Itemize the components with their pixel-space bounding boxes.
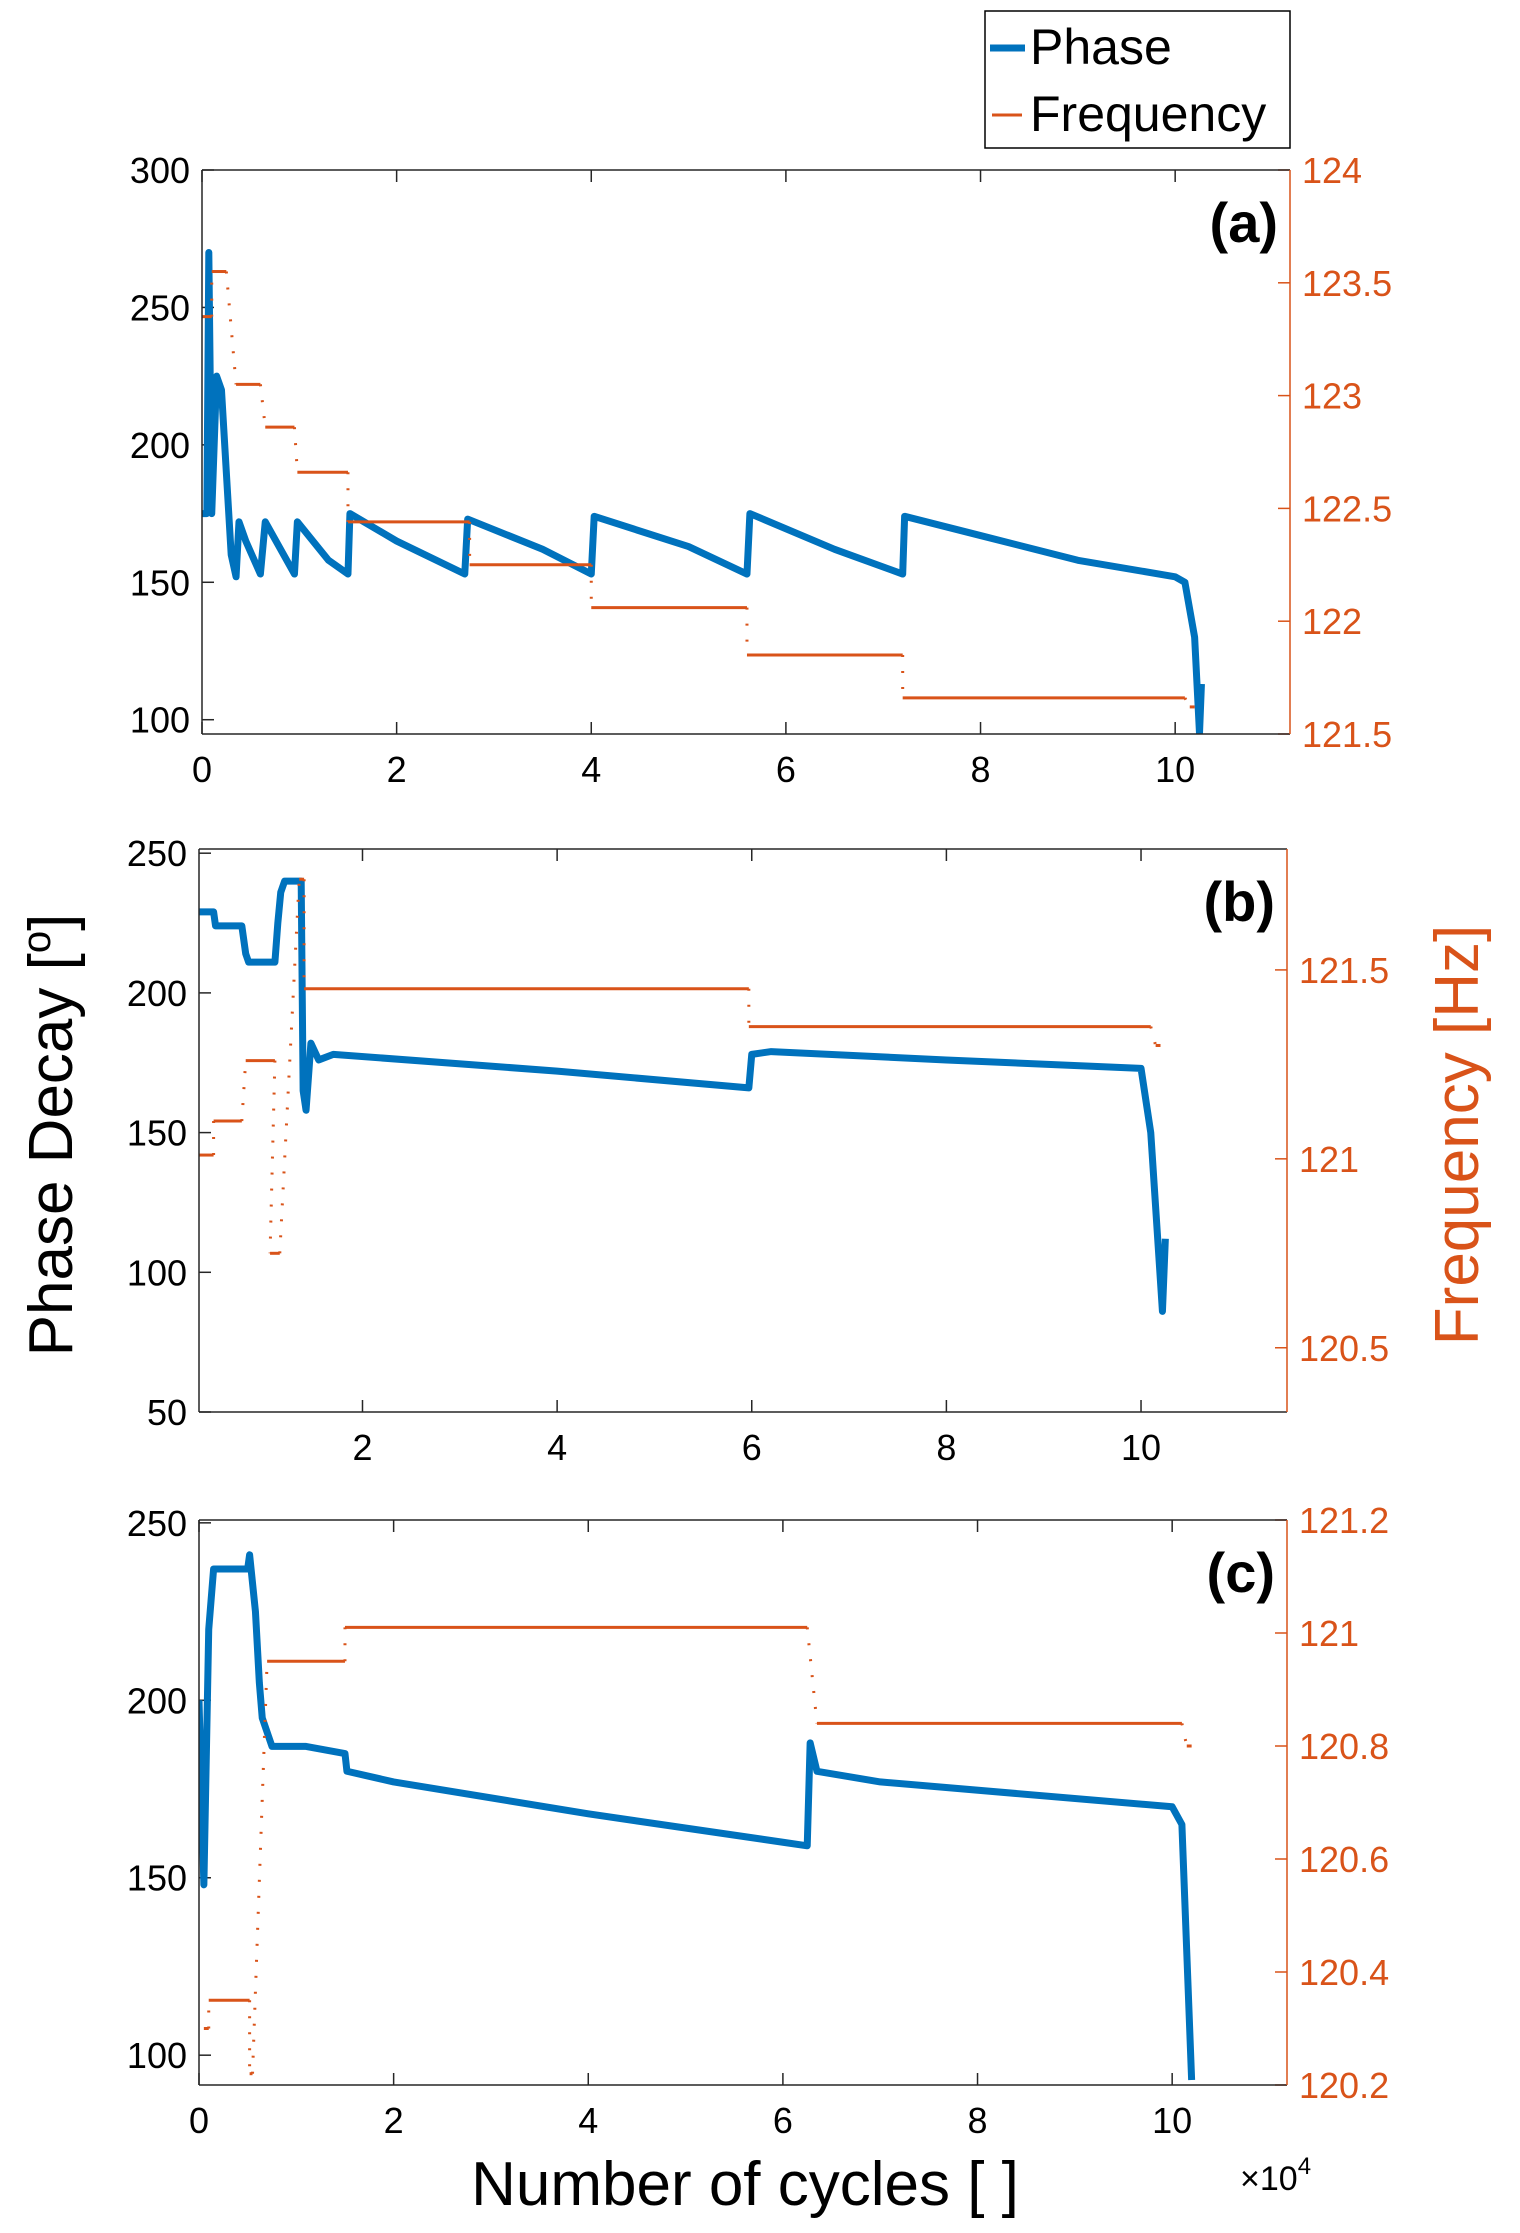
x-axis-multiplier: ×104 (1240, 2153, 1311, 2198)
phase-series-line (199, 1551, 1196, 2081)
y-tick-label: 100 (127, 2035, 187, 2076)
panel-c: 0 2 4 6 8 10 100 150 200 250 120.2 120.4 120.6 120.8 1… (127, 1500, 1389, 2141)
x-multiplier-base: ×10 (1240, 2160, 1298, 2198)
y-tick-label: 100 (127, 1252, 187, 1293)
y-tick-label: 200 (127, 973, 187, 1014)
frequency-transition (1149, 1026, 1158, 1046)
panel-b: 2 4 6 8 10 50 100 150 200 250 120.5 121 121.5 (b) (127, 833, 1389, 1468)
legend-phase-label: Phase (1030, 19, 1172, 75)
y-tick-label: 250 (127, 1503, 187, 1544)
x-tick-label: 2 (352, 1427, 372, 1468)
x-multiplier-exponent: 4 (1298, 2153, 1311, 2180)
x-tick-label: 0 (192, 749, 212, 790)
x-tick-label: 4 (578, 2100, 598, 2141)
plot-area (202, 170, 1290, 734)
y-right-tick-label: 120.2 (1299, 2065, 1389, 2106)
y-tick-label: 150 (127, 1858, 187, 1899)
panel-label: (b) (1203, 870, 1275, 933)
y-tick-label: 200 (127, 1680, 187, 1721)
x-tick-label: 8 (936, 1427, 956, 1468)
y-right-tick-label: 122 (1302, 601, 1362, 642)
y-right-tick-label: 123.5 (1302, 263, 1392, 304)
x-tick-label: 10 (1121, 1427, 1161, 1468)
y-tick-label: 100 (130, 700, 190, 741)
frequency-transition (1183, 697, 1192, 708)
x-tick-label: 8 (968, 2100, 988, 2141)
y-right-tick-label: 122.5 (1302, 488, 1392, 529)
x-tick-label: 2 (384, 2100, 404, 2141)
legend-box (984, 10, 1291, 149)
series-group (199, 877, 1169, 1315)
legend: Phase Frequency (984, 10, 1291, 149)
series-group (199, 1551, 1196, 2081)
y-right-tick-label: 120.4 (1299, 1952, 1389, 1993)
y-right-tick-label: 120.6 (1299, 1839, 1389, 1880)
x-tick-label: 6 (742, 1427, 762, 1468)
x-tick-label: 8 (971, 749, 991, 790)
x-tick-label: 2 (387, 749, 407, 790)
x-tick-label: 10 (1152, 2100, 1192, 2141)
y-axis-label: Phase Decay [o] (15, 914, 86, 1357)
y-right-tick-label: 121 (1299, 1613, 1359, 1654)
panel-label: (a) (1210, 191, 1278, 254)
y-tick-label: 300 (130, 150, 190, 191)
y-tick-label: 150 (130, 562, 190, 603)
y-tick-label: 200 (130, 425, 190, 466)
frequency-transition (268, 1060, 277, 1254)
y-right-tick-label: 120.5 (1299, 1328, 1389, 1369)
x-tick-label: 6 (773, 2100, 793, 2141)
x-tick-label: 6 (776, 749, 796, 790)
y-right-tick-label: 121.5 (1299, 950, 1389, 991)
y-tick-label: 250 (127, 833, 187, 874)
x-tick-label: 4 (581, 749, 601, 790)
x-tick-label: 4 (547, 1427, 567, 1468)
plot-area (199, 849, 1287, 1412)
y-tick-label: 250 (130, 287, 190, 328)
y-right-tick-label: 120.8 (1299, 1726, 1389, 1767)
y-tick-label: 50 (147, 1392, 187, 1433)
x-tick-label: 10 (1155, 749, 1195, 790)
y-axis-label-degree: o (15, 931, 59, 953)
frequency-transition (805, 1627, 819, 1724)
x-axis-label: Number of cycles [ ] (471, 2150, 1019, 2219)
y-right-tick-label: 123 (1302, 376, 1362, 417)
y-axis-label-main: Phase Decay [ (17, 953, 86, 1356)
series-group (202, 248, 1205, 734)
legend-frequency-label: Frequency (1030, 86, 1266, 142)
y-right-tick-label: 121.5 (1302, 714, 1392, 755)
panel-label: (c) (1207, 1541, 1275, 1604)
y-right-tick-label: 124 (1302, 150, 1362, 191)
x-tick-label: 0 (189, 2100, 209, 2141)
phase-series-line (199, 877, 1169, 1315)
y-axis-label-end: ] (17, 914, 86, 931)
y-tick-label: 150 (127, 1113, 187, 1154)
y-axis-right-label: Frequency [Hz] (1423, 925, 1492, 1345)
y-right-tick-label: 121 (1299, 1139, 1359, 1180)
panel-a: 0 2 4 6 8 10 100 150 200 250 300 121.5 122 122.5 123 12… (130, 150, 1392, 790)
y-right-tick-label: 121.2 (1299, 1500, 1389, 1541)
phase-series-line (202, 248, 1205, 734)
